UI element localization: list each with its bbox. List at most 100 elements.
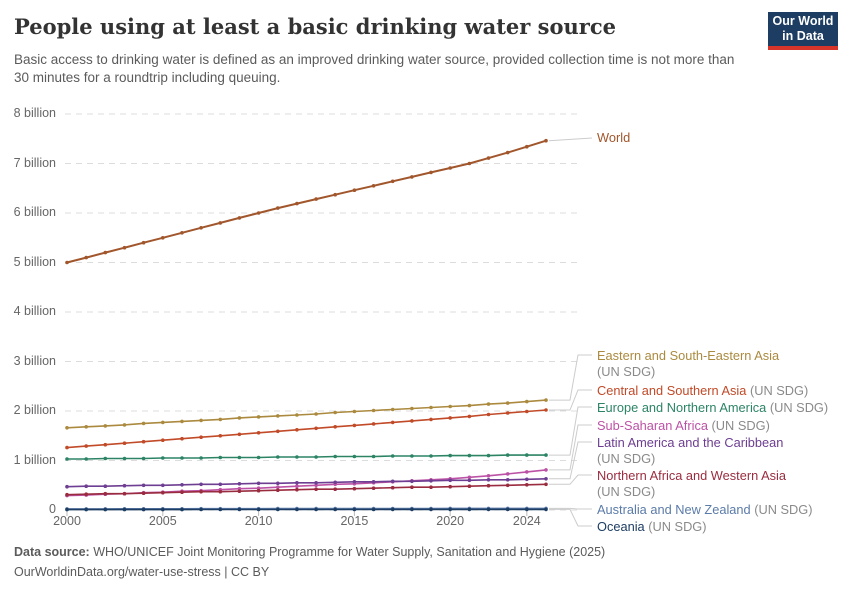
series-world-marker <box>256 211 261 215</box>
datasource-text: WHO/UNICEF Joint Monitoring Programme fo… <box>89 545 606 559</box>
series-europe-and-northern-america-marker <box>429 454 433 458</box>
series-central-and-southern-asia-line[interactable] <box>66 409 547 449</box>
series-northern-africa-and-western-asia-marker <box>237 489 242 494</box>
series-europe-and-northern-america-marker <box>371 454 376 459</box>
legend-item-australia-and-new-zealand[interactable]: Australia and New Zealand (UN SDG) <box>597 502 847 518</box>
series-northern-africa-and-western-asia-marker <box>199 489 203 494</box>
series-central-and-southern-asia-marker <box>218 434 223 438</box>
series-sub-saharan-africa-marker <box>276 485 280 490</box>
series-northern-africa-and-western-asia-marker <box>410 485 414 490</box>
series-northern-africa-and-western-asia-marker <box>371 486 376 491</box>
series-latin-america-and-the-caribbean-line[interactable] <box>66 478 547 488</box>
series-central-and-southern-asia-label-connector <box>549 389 592 411</box>
series-oceania-marker <box>237 507 242 512</box>
series-europe-and-northern-america-line[interactable] <box>67 454 546 460</box>
series-eastern-and-south-eastern-asia-marker <box>505 401 510 405</box>
series-eastern-and-south-eastern-asia-marker <box>84 425 88 429</box>
x-tick-label: 2000 <box>53 514 81 528</box>
series-oceania-marker <box>141 507 146 512</box>
series-eastern-and-south-eastern-asia-marker <box>371 408 376 413</box>
series-central-and-southern-asia-marker <box>314 426 318 431</box>
series-sub-saharan-africa-marker <box>295 484 299 489</box>
series-world-marker <box>525 144 529 149</box>
series-world[interactable] <box>65 138 548 265</box>
series-central-and-southern-asia-marker <box>161 438 165 443</box>
legend-entity-name: World <box>597 130 631 145</box>
series-europe-and-northern-america-marker <box>276 455 280 459</box>
legend-item-oceania[interactable]: Oceania (UN SDG) <box>597 519 847 535</box>
legend-item-sub-saharan-africa[interactable]: Sub-Saharan Africa (UN SDG) <box>597 418 847 434</box>
series-sub-saharan-africa-marker <box>544 468 548 472</box>
series-world-marker <box>122 245 127 250</box>
series-oceania-marker <box>256 507 261 512</box>
series-world-line[interactable] <box>66 139 547 264</box>
legend-item-latin-america-and-the-caribbean[interactable]: Latin America and the Caribbean (UN SDG) <box>597 435 847 466</box>
x-tick-label: 2024 <box>512 514 541 528</box>
y-tick-label: 8 billion <box>13 106 56 120</box>
series-northern-africa-and-western-asia-marker <box>103 491 108 496</box>
series-eastern-and-south-eastern-asia-marker <box>448 404 453 409</box>
series-europe-and-northern-america-marker <box>141 456 146 461</box>
legend-entity-suffix: (UN SDG) <box>746 383 809 398</box>
series-northern-africa-and-western-asia-marker <box>314 487 318 492</box>
series-northern-africa-and-western-asia-marker <box>525 483 529 487</box>
legend-item-central-and-southern-asia[interactable]: Central and Southern Asia (UN SDG) <box>597 383 847 399</box>
series-europe-and-northern-america-marker <box>256 455 261 460</box>
series-oceania-marker <box>314 507 318 512</box>
y-tick-label: 2 billion <box>13 403 56 417</box>
series-eastern-and-south-eastern-asia-marker <box>333 410 338 415</box>
series-eastern-and-south-eastern-asia-label-connector <box>549 354 592 401</box>
x-tick-label: 2005 <box>148 514 177 528</box>
series-oceania-marker <box>161 507 165 512</box>
series-latin-america-and-the-caribbean-marker <box>218 482 223 487</box>
series-eastern-and-south-eastern-asia-line[interactable] <box>66 399 547 429</box>
series-eastern-and-south-eastern-asia-marker <box>352 409 357 414</box>
legend-entity-name: Central and Southern Asia <box>597 383 747 398</box>
series-northern-africa-and-western-asia-marker <box>467 484 472 489</box>
series-eastern-and-south-eastern-asia-marker <box>410 406 414 411</box>
series-oceania-marker <box>410 507 414 512</box>
series-eastern-and-south-eastern-asia-marker <box>486 402 491 406</box>
owid-logo[interactable]: Our World in Data <box>768 12 838 50</box>
series-eastern-and-south-eastern-asia-marker <box>161 420 165 425</box>
series-australia-and-new-zealand-line[interactable] <box>67 507 546 510</box>
series-world-marker <box>295 201 299 206</box>
series-eastern-and-south-eastern-asia-marker <box>103 424 108 428</box>
series-europe-and-northern-america-marker <box>84 457 88 461</box>
legend-item-world[interactable]: World <box>597 130 847 146</box>
series-central-and-southern-asia-marker <box>295 428 299 432</box>
legend-entity-name: Australia and New Zealand <box>597 502 751 517</box>
series-europe-and-northern-america-marker <box>448 453 453 458</box>
series-eastern-and-south-eastern-asia-marker <box>199 418 203 423</box>
series-world-marker <box>276 206 280 210</box>
series-central-and-southern-asia-marker <box>410 419 414 423</box>
legend-item-eastern-and-south-eastern-asia[interactable]: Eastern and South-Eastern Asia (UN SDG) <box>597 348 847 379</box>
series-northern-africa-and-western-asia-marker <box>161 490 165 495</box>
series-eastern-and-south-eastern-asia-marker <box>237 416 242 420</box>
series-latin-america-and-the-caribbean-marker <box>237 482 242 486</box>
series-europe-and-northern-america-marker <box>237 455 242 460</box>
series-northern-africa-and-western-asia[interactable] <box>65 482 548 497</box>
series-latin-america-and-the-caribbean-marker <box>314 481 318 485</box>
series-world-marker <box>371 184 376 188</box>
series-oceania[interactable] <box>65 507 548 512</box>
series-latin-america-and-the-caribbean-marker <box>199 482 203 487</box>
series-central-and-southern-asia-marker <box>180 436 184 441</box>
series-latin-america-and-the-caribbean-marker <box>429 479 433 483</box>
series-sub-saharan-africa-marker <box>256 486 261 491</box>
series-world-marker <box>333 192 338 197</box>
citation-line[interactable]: OurWorldinData.org/water-use-stress | CC… <box>14 565 270 579</box>
series-latin-america-and-the-caribbean[interactable] <box>65 477 548 489</box>
series-eastern-and-south-eastern-asia[interactable] <box>65 398 548 430</box>
legend-item-northern-africa-and-western-asia[interactable]: Northern Africa and Western Asia (UN SDG) <box>597 468 847 499</box>
series-europe-and-northern-america-label-connector <box>549 406 592 456</box>
series-northern-africa-and-western-asia-line[interactable] <box>66 483 547 496</box>
series-oceania-marker <box>333 507 338 512</box>
series-central-and-southern-asia-marker <box>390 420 395 425</box>
series-central-and-southern-asia[interactable] <box>65 408 548 450</box>
series-eastern-and-south-eastern-asia-marker <box>295 413 299 417</box>
legend-item-europe-and-northern-america[interactable]: Europe and Northern America (UN SDG) <box>597 400 847 416</box>
series-latin-america-and-the-caribbean-marker <box>103 484 108 489</box>
series-europe-and-northern-america[interactable] <box>65 453 548 461</box>
